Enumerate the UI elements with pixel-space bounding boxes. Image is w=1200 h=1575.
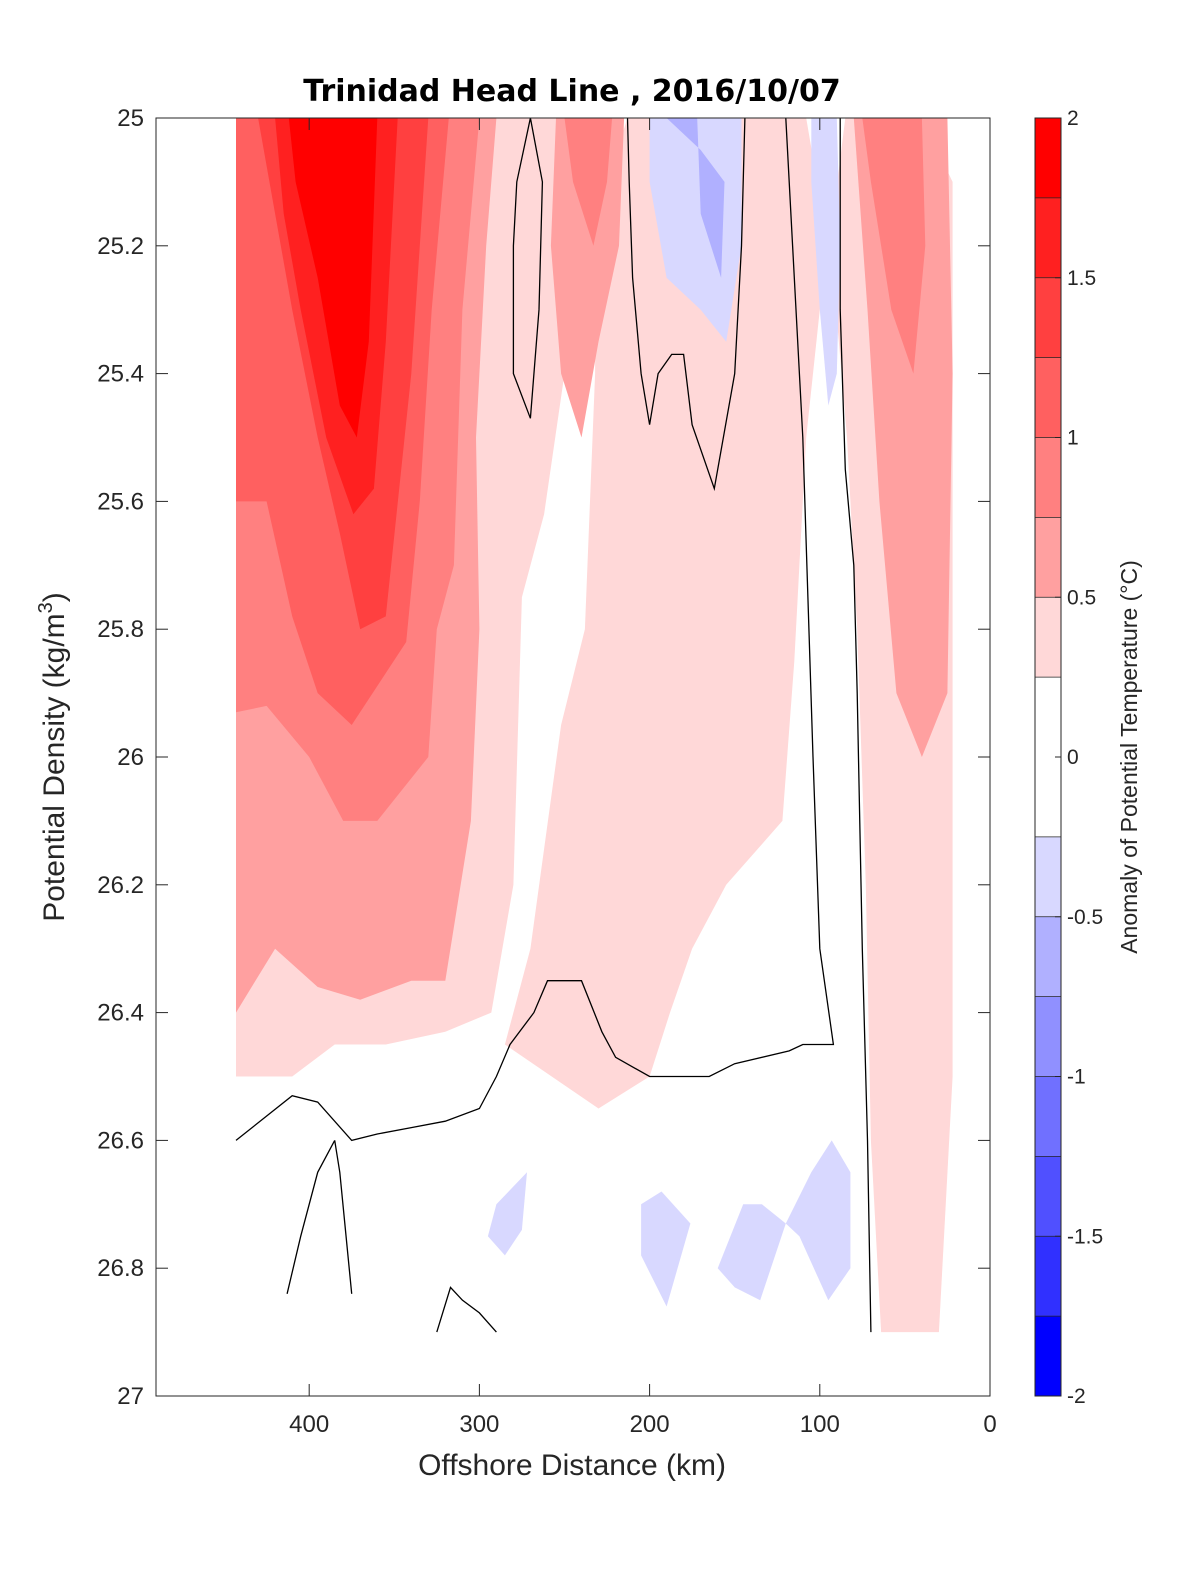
contour-line-5: [286, 1140, 336, 1294]
contour-lines: [235, 118, 872, 1333]
colorbar-level: [1035, 1156, 1061, 1237]
filled-region-6: [862, 118, 926, 374]
colorbar-tick-label: 2: [1067, 107, 1079, 130]
y-axis: 25 25.2 25.4 25.6 25.8 26 26.2 26.4 26.6 26.8 27: [97, 105, 990, 1410]
y-tick-label: 26.8: [97, 1255, 144, 1282]
y-tick-label: 26: [117, 744, 144, 771]
filled-region-3: [853, 118, 953, 757]
y-tick-label: 26.4: [97, 1000, 144, 1027]
y-tick-label: 26.2: [97, 872, 144, 899]
x-tick-label: 0: [983, 1411, 996, 1438]
x-tick-label: 300: [459, 1411, 499, 1438]
colorbar: 2 1.5 1 0.5 0 -0.5 -1 -1.5 -2: [1034, 107, 1103, 1408]
contour-line-4: [334, 1140, 353, 1294]
colorbar-level: [1035, 996, 1061, 1077]
filled-region-13: [811, 118, 841, 406]
contour-line-3: [839, 118, 872, 1333]
colorbar-tick-label: -1.5: [1067, 1225, 1103, 1248]
filled-region-5: [564, 118, 613, 246]
colorbar-level: [1035, 277, 1061, 358]
colorbar-tick-label: 1.5: [1067, 267, 1096, 290]
x-tick-label: 400: [289, 1411, 329, 1438]
colorbar-tick-label: -1: [1067, 1066, 1086, 1089]
y-tick-label: 25.2: [97, 233, 144, 260]
y-tick-label: 25.4: [97, 361, 144, 388]
x-axis: 400 300 200 100 0: [289, 118, 997, 1438]
colorbar-level: [1035, 118, 1061, 198]
y-tick-label: 25.8: [97, 616, 144, 643]
colorbar-tick-label: -0.5: [1067, 906, 1103, 929]
colorbar-level: [1035, 437, 1061, 518]
filled-region-10: [288, 118, 378, 438]
colorbar-level: [1035, 916, 1061, 997]
filled-region-12: [666, 118, 725, 278]
x-axis-label: Offshore Distance (km): [418, 1449, 726, 1482]
colorbar-level: [1035, 357, 1061, 438]
colorbar-tick-label: 0.5: [1067, 586, 1096, 609]
y-tick-label: 27: [117, 1383, 144, 1410]
y-tick-label: 25.6: [97, 488, 144, 515]
filled-region-15: [641, 1191, 691, 1307]
colorbar-tick-label: -2: [1067, 1385, 1086, 1408]
colorbar-level: [1035, 197, 1061, 278]
filled-contours: [236, 118, 953, 1333]
contour-line-0: [512, 118, 544, 419]
x-tick-label: 200: [630, 1411, 670, 1438]
contour-line-1: [626, 118, 746, 492]
filled-region-16: [717, 1204, 786, 1301]
x-tick-label: 100: [800, 1411, 840, 1438]
contour-line-6: [436, 1286, 497, 1333]
colorbar-level: [1035, 1316, 1061, 1396]
colorbar-tick-label: 1: [1067, 427, 1079, 450]
contour-line-2: [235, 118, 835, 1142]
chart-title: Trinidad Head Line , 2016/10/07: [303, 74, 840, 109]
filled-region-2: [550, 118, 625, 438]
colorbar-level: [1035, 517, 1061, 598]
filled-region-14: [487, 1172, 527, 1256]
colorbar-level: [1035, 1076, 1061, 1157]
y-tick-label: 25: [117, 105, 144, 132]
filled-region-17: [785, 1140, 851, 1301]
colorbar-label: Anomaly of Potential Temperature (°C): [1116, 560, 1142, 954]
colorbar-tick-label: 0: [1067, 746, 1079, 769]
y-tick-label: 26.6: [97, 1127, 144, 1154]
colorbar-level: [1035, 836, 1061, 917]
colorbar-level: [1035, 1236, 1061, 1317]
colorbar-level: [1035, 597, 1061, 678]
y-axis-label: Potential Density (kg/m3): [35, 592, 71, 922]
